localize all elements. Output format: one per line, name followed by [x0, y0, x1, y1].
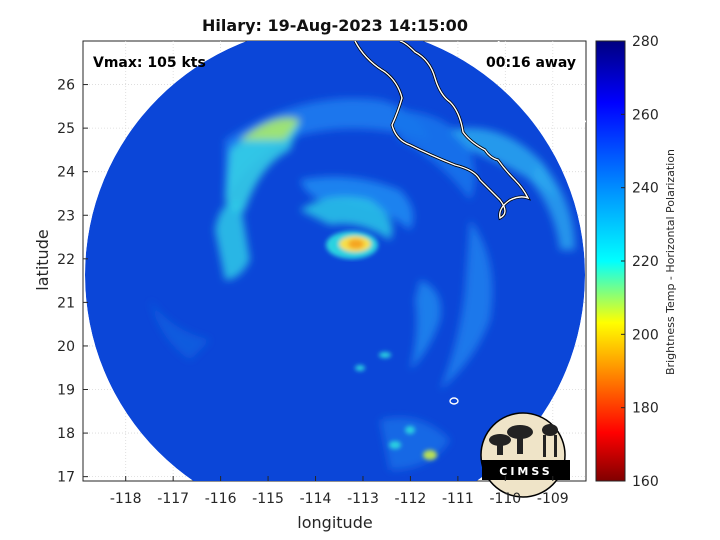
- eyewall-feature: [326, 231, 378, 259]
- colorbar-ticks: 160 180 200 220 240 260 280: [621, 34, 659, 490]
- x-tick-label: -115: [252, 491, 284, 507]
- satellite-dish-icon: [489, 434, 511, 446]
- y-tick-label: 23: [57, 208, 75, 224]
- y-tick-label: 21: [57, 295, 75, 311]
- colorbar-tick-label: 180: [632, 401, 659, 417]
- y-tick-label: 26: [57, 78, 75, 94]
- colorbar: 160 180 200 220 240 260 280 Brightness Temp - …: [595, 34, 677, 490]
- microwave-swath: [85, 41, 585, 481]
- x-tick-label: -112: [395, 491, 427, 507]
- colorbar-tick-label: 160: [632, 474, 659, 490]
- colorbar-tick-label: 260: [632, 107, 659, 123]
- x-tick-label: -109: [537, 491, 569, 507]
- colorbar-tick-label: 240: [632, 181, 659, 197]
- plot-area: CIMSS Vmax: 105 kts 00:16 away: [82, 40, 587, 498]
- x-tick-label: -118: [110, 491, 142, 507]
- colorbar-tick-label: 220: [632, 254, 659, 270]
- x-tick-label: -116: [205, 491, 237, 507]
- y-tick-label: 24: [57, 165, 75, 181]
- x-tick-label: -114: [300, 491, 332, 507]
- y-tick-label: 22: [57, 252, 75, 268]
- y-tick-label: 17: [57, 470, 75, 486]
- y-tick-label: 19: [57, 383, 75, 399]
- colorbar-tick-label: 280: [632, 34, 659, 50]
- plot-title: Hilary: 19-Aug-2023 14:15:00: [202, 16, 468, 35]
- cimss-logo: CIMSS: [480, 412, 570, 498]
- water-tower-icon: [542, 424, 558, 436]
- x-tick-label: -117: [157, 491, 189, 507]
- colorbar-label: Brightness Temp - Horizontal Polarizatio…: [664, 149, 677, 375]
- time-away-label: 00:16 away: [486, 55, 576, 71]
- x-axis-label: longitude: [297, 513, 372, 532]
- x-tick-label: -111: [442, 491, 474, 507]
- y-tick-label: 25: [57, 121, 75, 137]
- y-axis-label: latitude: [33, 229, 52, 290]
- y-axis-ticks: 17 18 19 20 21 22 23 24 25 26: [57, 78, 88, 486]
- y-tick-label: 20: [57, 339, 75, 355]
- colorbar-ramp: [595, 40, 626, 482]
- vmax-label: Vmax: 105 kts: [93, 55, 206, 71]
- colorbar-tick-label: 200: [632, 327, 659, 343]
- x-axis-ticks: -118 -117 -116 -115 -114 -113 -112 -111 -110 -109: [110, 476, 569, 507]
- y-tick-label: 18: [57, 426, 75, 442]
- coastline: [354, 41, 586, 405]
- x-tick-label: -113: [347, 491, 379, 507]
- x-tick-label: -110: [489, 491, 521, 507]
- logo-text: CIMSS: [499, 465, 552, 478]
